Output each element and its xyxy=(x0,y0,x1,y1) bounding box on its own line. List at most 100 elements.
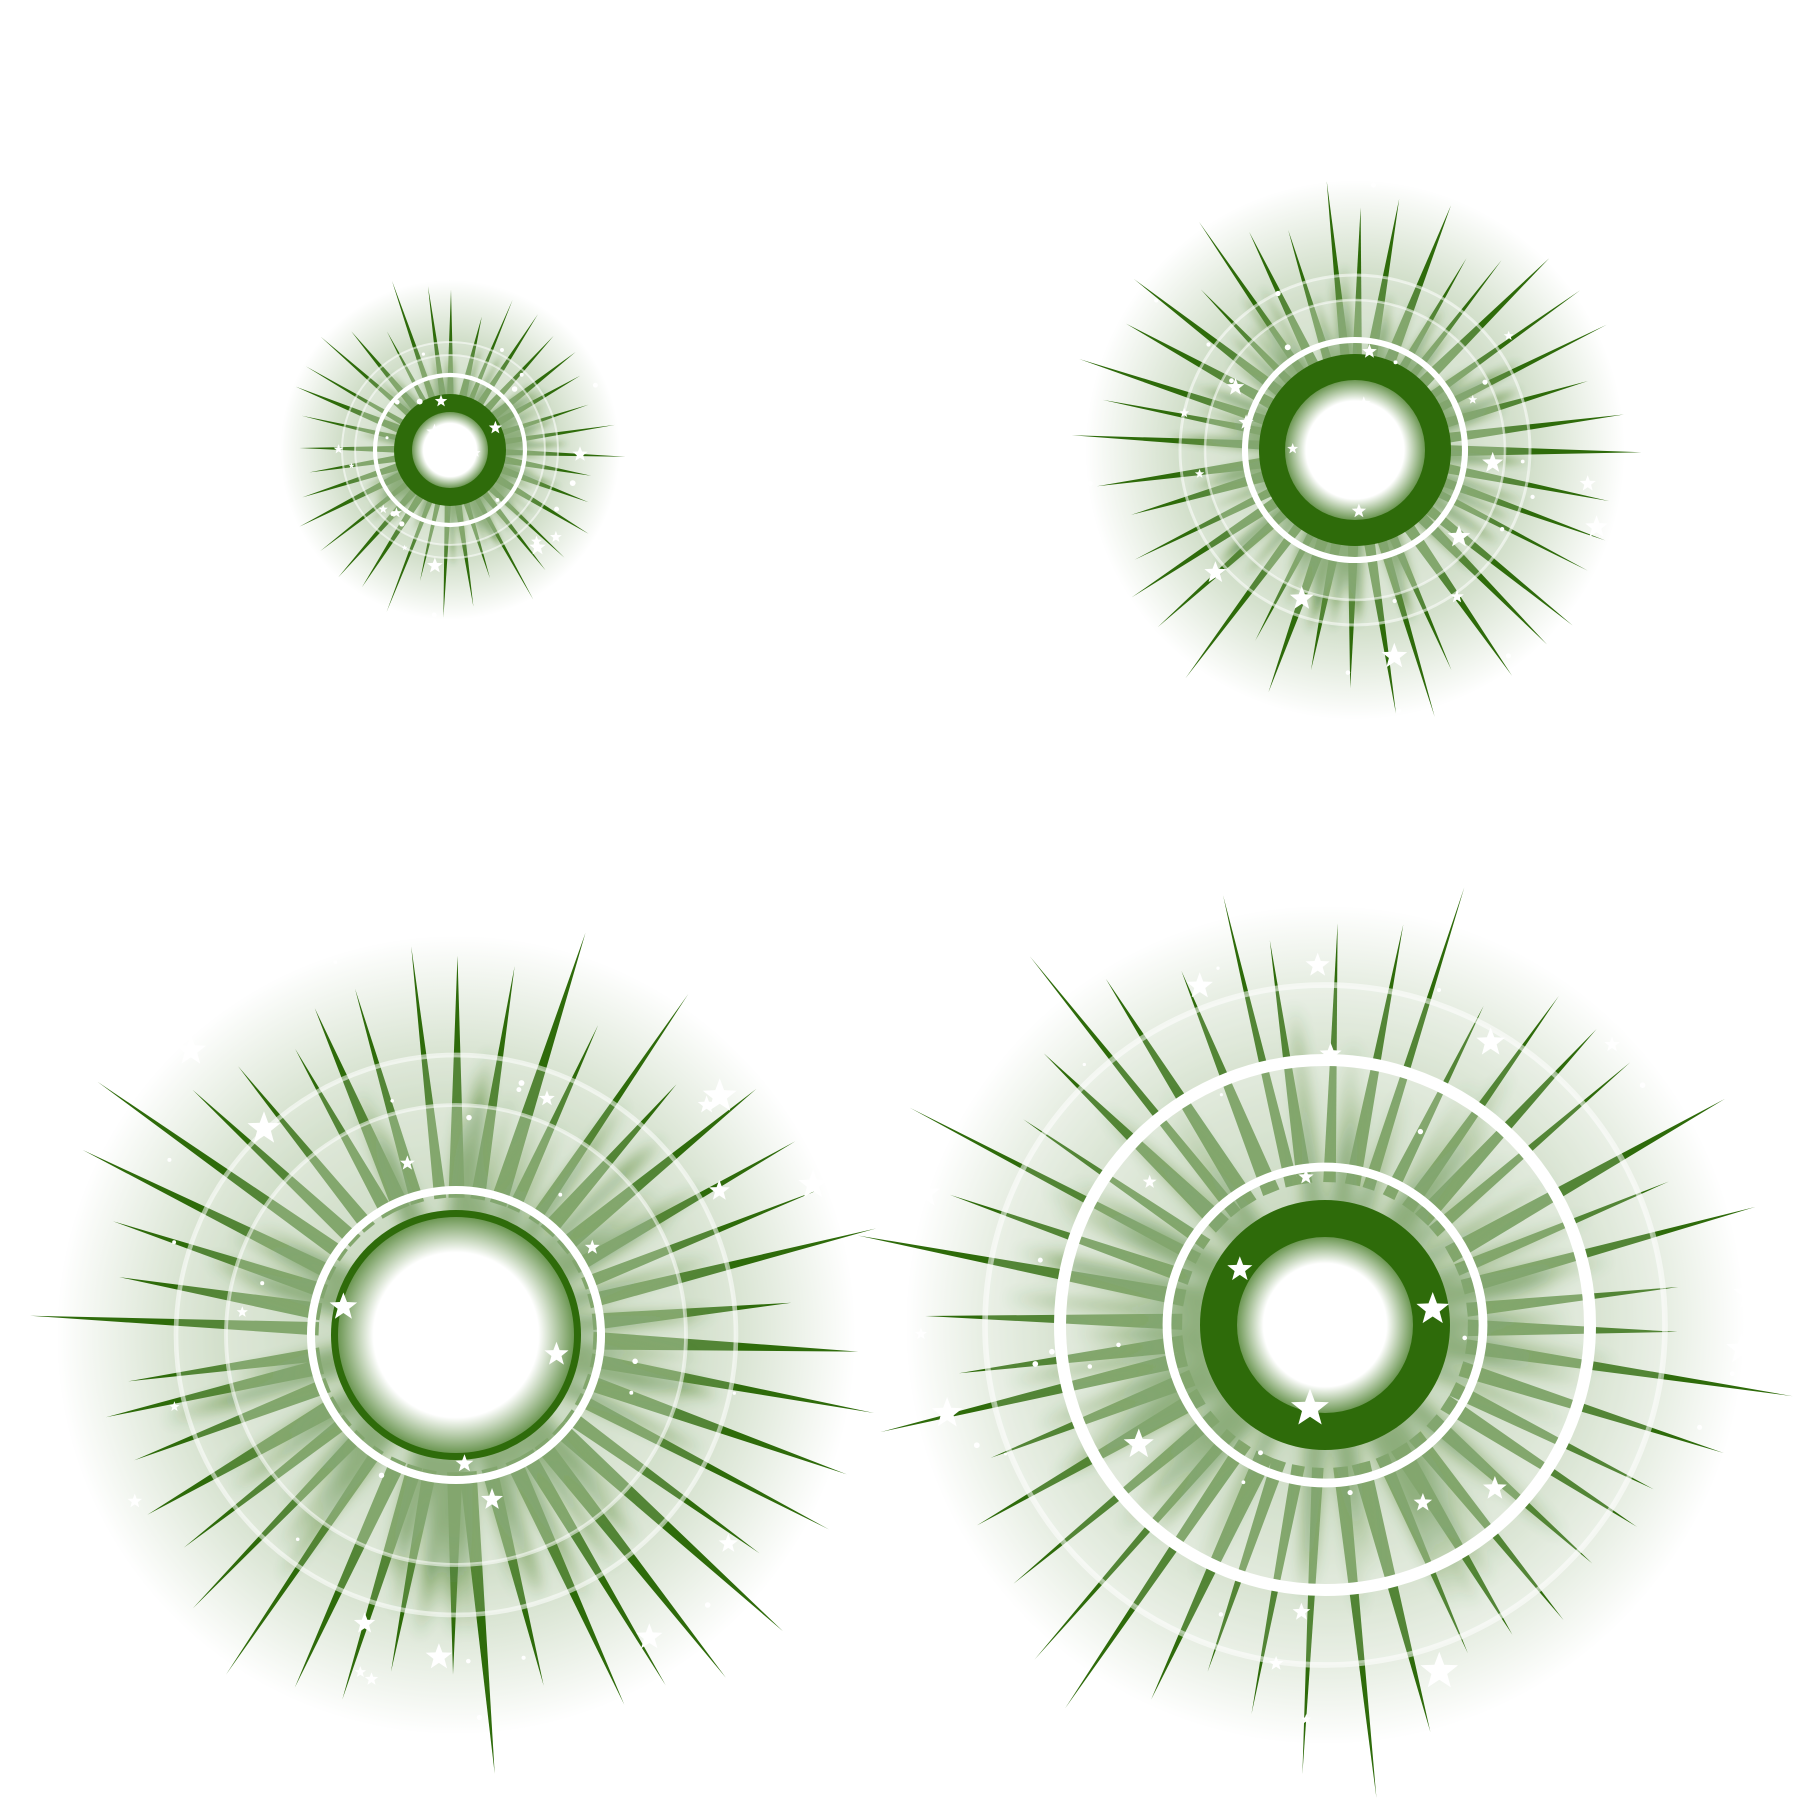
sparkle-dot xyxy=(48,1392,52,1396)
spike xyxy=(857,1235,1187,1307)
spike xyxy=(1029,956,1241,1218)
streak xyxy=(358,433,402,446)
streak xyxy=(1353,1092,1404,1222)
sparkle-star-icon xyxy=(914,1327,927,1340)
sparkle-star-icon xyxy=(247,1111,281,1143)
sparkle-star-icon xyxy=(175,1034,206,1064)
streak xyxy=(452,1446,473,1638)
streak xyxy=(1437,1318,1569,1333)
streak xyxy=(1099,1350,1220,1392)
streak xyxy=(1345,535,1359,601)
spike xyxy=(1311,532,1344,671)
spike xyxy=(226,1445,384,1675)
spike xyxy=(458,316,482,401)
streak xyxy=(418,358,437,404)
spike xyxy=(238,1066,375,1233)
medium-burst-icon xyxy=(1071,180,1642,720)
sparkle-star-icon xyxy=(353,1612,376,1633)
streak xyxy=(1151,1405,1263,1539)
streak xyxy=(1315,295,1341,369)
sparkle-dot xyxy=(1206,342,1211,347)
streak xyxy=(1393,307,1443,381)
streak xyxy=(1434,1285,1558,1313)
spike xyxy=(1375,1453,1468,1654)
spike xyxy=(119,1277,323,1321)
streak xyxy=(513,1100,627,1251)
streak xyxy=(488,1111,540,1233)
sparkle-dot xyxy=(761,1062,765,1067)
streak xyxy=(443,1446,460,1619)
sparkle-star-icon xyxy=(1179,407,1190,418)
sparkle-star-icon xyxy=(1733,1276,1767,1309)
spike xyxy=(392,280,437,402)
streak xyxy=(1128,1387,1246,1487)
streak xyxy=(284,1406,384,1505)
sparkle-dot xyxy=(466,1114,472,1121)
sparkle-star-icon xyxy=(1483,1476,1507,1499)
spike xyxy=(505,1456,625,1705)
sparkle-star-icon xyxy=(529,538,546,555)
spike xyxy=(105,1358,325,1418)
sparkle-star-icon xyxy=(572,446,588,461)
sparkle-dot xyxy=(521,1655,526,1660)
spike xyxy=(299,470,406,527)
streak xyxy=(1435,1331,1583,1360)
spike xyxy=(386,497,434,612)
streak xyxy=(1400,1399,1494,1492)
spike xyxy=(581,1190,818,1290)
sparkle-star-icon xyxy=(1579,475,1596,491)
spike xyxy=(1364,198,1400,368)
sparkle-star-icon xyxy=(329,1292,358,1319)
spike xyxy=(1207,1458,1286,1672)
sparkle-star-icon xyxy=(1476,1027,1505,1055)
streak xyxy=(500,1124,562,1238)
sparkle-dot xyxy=(1116,1342,1121,1348)
streak xyxy=(1415,1177,1555,1271)
spike xyxy=(582,1373,847,1475)
sparkle-star-icon xyxy=(544,1341,569,1365)
streak xyxy=(1382,300,1415,372)
sparkle-dot xyxy=(1436,987,1442,993)
sparkle-dot xyxy=(1218,1612,1224,1617)
sparkle-star-icon xyxy=(1726,1332,1758,1363)
sparkle-dot xyxy=(1347,1490,1353,1496)
streak xyxy=(489,472,527,499)
spike xyxy=(563,1409,760,1554)
sparkle-star-icon xyxy=(702,1078,737,1111)
streak xyxy=(414,493,435,531)
spike xyxy=(1185,515,1309,679)
sparkle-dot xyxy=(1229,378,1234,384)
spike xyxy=(1079,359,1276,429)
sparkle-star-icon xyxy=(1482,451,1504,472)
spike xyxy=(420,500,441,581)
sparkle-dot xyxy=(516,1087,522,1093)
streak xyxy=(1257,339,1302,389)
streak xyxy=(521,1413,623,1529)
streak xyxy=(1333,1087,1364,1216)
sparkle-dot xyxy=(1482,379,1488,385)
large-burst xyxy=(0,860,900,1800)
sparkle-dot xyxy=(519,372,524,377)
sparkle-star-icon xyxy=(354,1666,367,1677)
streak xyxy=(1337,1433,1374,1575)
streak xyxy=(1195,1421,1281,1580)
core-ring xyxy=(372,372,528,528)
sparkle-star-icon xyxy=(425,1643,453,1669)
streak xyxy=(1166,1090,1267,1236)
spike xyxy=(507,1025,599,1213)
sparkle-star-icon xyxy=(1298,1169,1314,1184)
streak xyxy=(1287,526,1327,607)
sparkle-star-icon xyxy=(1357,396,1371,409)
streak xyxy=(320,1420,401,1529)
sparkle-star-icon xyxy=(1503,330,1514,340)
sparkle-dot xyxy=(394,399,400,405)
sparkle-star-icon xyxy=(1362,343,1377,358)
spike xyxy=(1444,1098,1726,1263)
sparkle-star-icon xyxy=(470,447,481,457)
sparkle-dot xyxy=(390,1099,394,1103)
streak xyxy=(1316,532,1344,622)
sparkle-dot xyxy=(1392,598,1397,604)
sparkle-dot xyxy=(609,1717,614,1723)
sparkle-dot xyxy=(1697,1424,1703,1430)
streak xyxy=(1389,1125,1493,1246)
